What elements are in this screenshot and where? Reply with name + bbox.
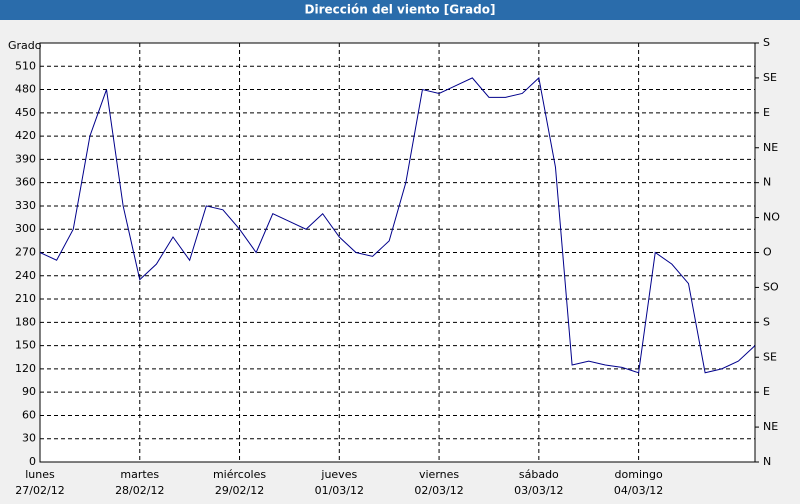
y2-tick-label: E xyxy=(763,106,770,119)
y-tick-label: 180 xyxy=(15,315,36,328)
y-tick-label: 90 xyxy=(22,385,36,398)
data-line xyxy=(39,76,756,374)
x-tick-label: martes xyxy=(120,468,159,481)
y-axis-label: Grado xyxy=(8,39,42,52)
x-tick-label: lunes xyxy=(25,468,55,481)
y-tick-label: 240 xyxy=(15,269,36,282)
y-tick-label: 420 xyxy=(15,129,36,142)
y2-tick-label: E xyxy=(763,385,770,398)
y-tick-label: 480 xyxy=(15,83,36,96)
y-tick-label: 210 xyxy=(15,292,36,305)
x-tick-date: 03/03/12 xyxy=(514,484,563,497)
y-tick-label: 360 xyxy=(15,176,36,189)
x-tick-label: miércoles xyxy=(213,468,266,481)
y2-tick-label: S xyxy=(763,315,770,328)
y-tick-label: 120 xyxy=(15,362,36,375)
y2-tick-label: NE xyxy=(763,420,778,433)
y2-tick-label: S xyxy=(763,36,770,49)
y-tick-label: 510 xyxy=(15,59,36,72)
x-tick-date: 28/02/12 xyxy=(115,484,164,497)
x-tick-date: 27/02/12 xyxy=(15,484,64,497)
x-tick-label: viernes xyxy=(419,468,459,481)
y2-tick-label: O xyxy=(763,246,772,259)
title-bar xyxy=(0,0,800,20)
y-tick-label: 300 xyxy=(15,222,36,235)
y-tick-label: 330 xyxy=(15,199,36,212)
x-tick-date: 01/03/12 xyxy=(315,484,364,497)
y2-tick-label: NE xyxy=(763,141,778,154)
chart-title: Dirección del viento [Grado] xyxy=(305,3,496,17)
x-tick-date: 02/03/12 xyxy=(414,484,463,497)
y2-tick-label: N xyxy=(763,176,771,189)
y-tick-label: 150 xyxy=(15,339,36,352)
x-tick-label: domingo xyxy=(615,468,663,481)
y2-tick-label: NO xyxy=(763,211,780,224)
x-tick-date: 04/03/12 xyxy=(614,484,663,497)
y2-tick-label: N xyxy=(763,455,771,468)
y-tick-label: 60 xyxy=(22,408,36,421)
y-tick-label: 450 xyxy=(15,106,36,119)
x-tick-label: sábado xyxy=(519,468,559,481)
y-tick-label: 390 xyxy=(15,152,36,165)
y-tick-label: 270 xyxy=(15,246,36,259)
y-tick-label: 30 xyxy=(22,432,36,445)
x-tick-date: 29/02/12 xyxy=(215,484,264,497)
y-tick-label: 0 xyxy=(29,455,36,468)
y2-tick-label: SE xyxy=(763,71,777,84)
y2-tick-label: SE xyxy=(763,350,777,363)
x-tick-label: jueves xyxy=(320,468,357,481)
y2-tick-label: SO xyxy=(763,280,779,293)
